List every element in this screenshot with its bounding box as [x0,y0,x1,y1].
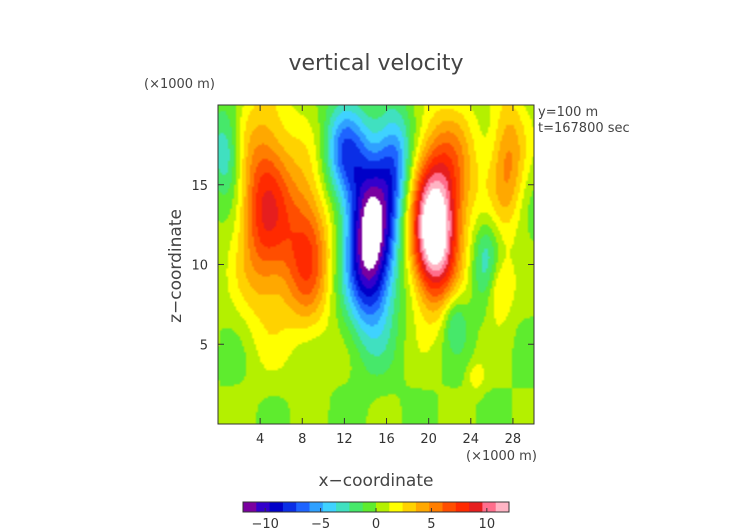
colorbar-ticks: −10 −5 0 5 10 [251,508,495,532]
y-tick-label: 5 [200,338,208,353]
y-axis: 5 10 15 [191,179,534,353]
colorbar-swatch [256,502,271,512]
x-tick-label: 24 [463,432,480,447]
y-tick-label: 15 [191,179,208,194]
colorbar-tick-label: 5 [427,517,435,532]
plot-area [217,104,535,425]
colorbar-swatch [322,502,337,512]
x-tick-label: 28 [505,432,522,447]
colorbar-swatch [429,502,443,512]
heatmap-image [218,105,534,424]
y-axis-label: z−coordinate [166,209,186,323]
colorbar-swatch [376,502,390,512]
chart-title: vertical velocity [288,51,463,76]
x-tick-label: 8 [298,432,306,447]
x-tick-label: 4 [256,432,264,447]
annotation-time: t=167800 sec [538,121,630,136]
colorbar-swatch [455,502,470,512]
x-tick-label: 12 [336,432,353,447]
colorbar-tick-label: −10 [251,517,278,532]
colorbar-swatch [362,502,377,512]
y-tick-label: 10 [191,259,208,274]
colorbar-swatch [415,502,430,512]
x-unit-label: (×1000 m) [466,449,537,464]
colorbar-swatch [349,502,364,512]
colorbar-swatch [296,502,310,512]
colorbar-swatch [269,502,284,512]
colorbar-swatch [469,502,483,512]
y-unit-label: (×1000 m) [144,77,215,92]
colorbar-swatch [336,502,350,512]
colorbar-swatch [442,502,457,512]
colorbar-swatch [495,502,510,512]
colorbar-swatch [282,502,297,512]
colorbar-swatch [389,502,404,512]
x-axis: 4 8 12 16 20 24 28 [256,105,521,447]
colorbar-swatch [243,502,257,512]
x-axis-label: x−coordinate [319,471,434,491]
x-tick-label: 16 [378,432,395,447]
colorbar-tick-label: 0 [372,517,380,532]
colorbar-tick-label: −5 [311,517,330,532]
x-tick-label: 20 [420,432,437,447]
annotation-y: y=100 m [538,105,598,120]
colorbar-swatch [482,502,497,512]
colorbar-swatch [402,502,417,512]
colorbar-swatch [309,502,324,512]
colorbar-tick-label: 10 [479,517,496,532]
